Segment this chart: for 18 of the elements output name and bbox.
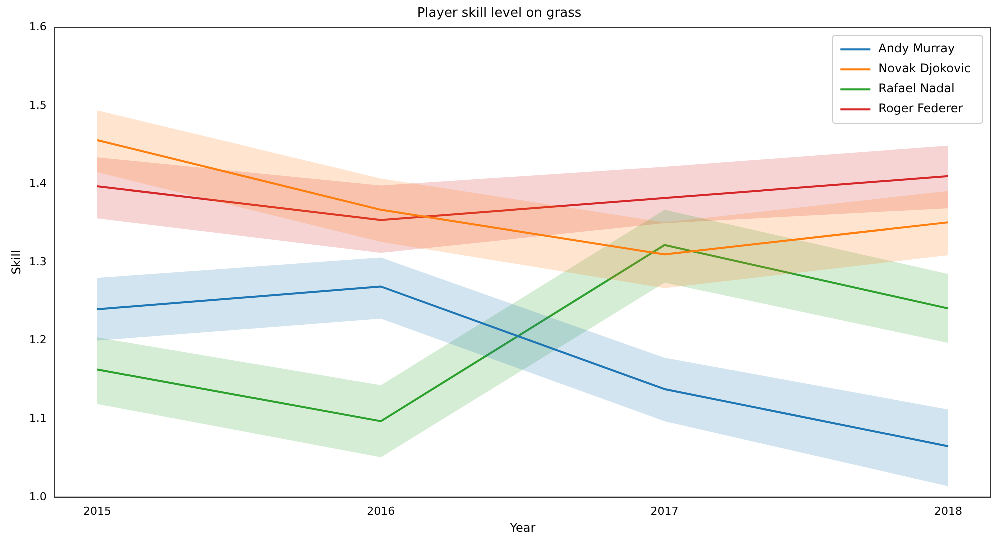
legend-label: Roger Federer: [878, 102, 964, 116]
y-tick-label: 1.0: [29, 490, 47, 504]
legend-label: Novak Djokovic: [878, 62, 972, 76]
y-tick-label: 1.6: [29, 20, 47, 34]
x-tick-label: 2018: [934, 504, 962, 518]
x-tick-label: 2016: [367, 504, 396, 518]
legend-label: Andy Murray: [878, 42, 956, 56]
x-axis-title: Year: [509, 520, 536, 535]
y-tick-label: 1.3: [29, 255, 47, 268]
y-axis-title: Skill: [9, 250, 24, 275]
x-tick-label: 2015: [83, 504, 112, 518]
y-tick-label: 1.2: [29, 334, 47, 347]
y-tick-label: 1.4: [29, 177, 47, 190]
x-tick-label: 2017: [650, 504, 679, 518]
y-tick-label: 1.1: [29, 412, 47, 425]
y-tick-label: 1.5: [29, 98, 47, 112]
legend-label: Rafael Nadal: [878, 82, 955, 96]
chart-title: Player skill level on grass: [417, 6, 582, 22]
